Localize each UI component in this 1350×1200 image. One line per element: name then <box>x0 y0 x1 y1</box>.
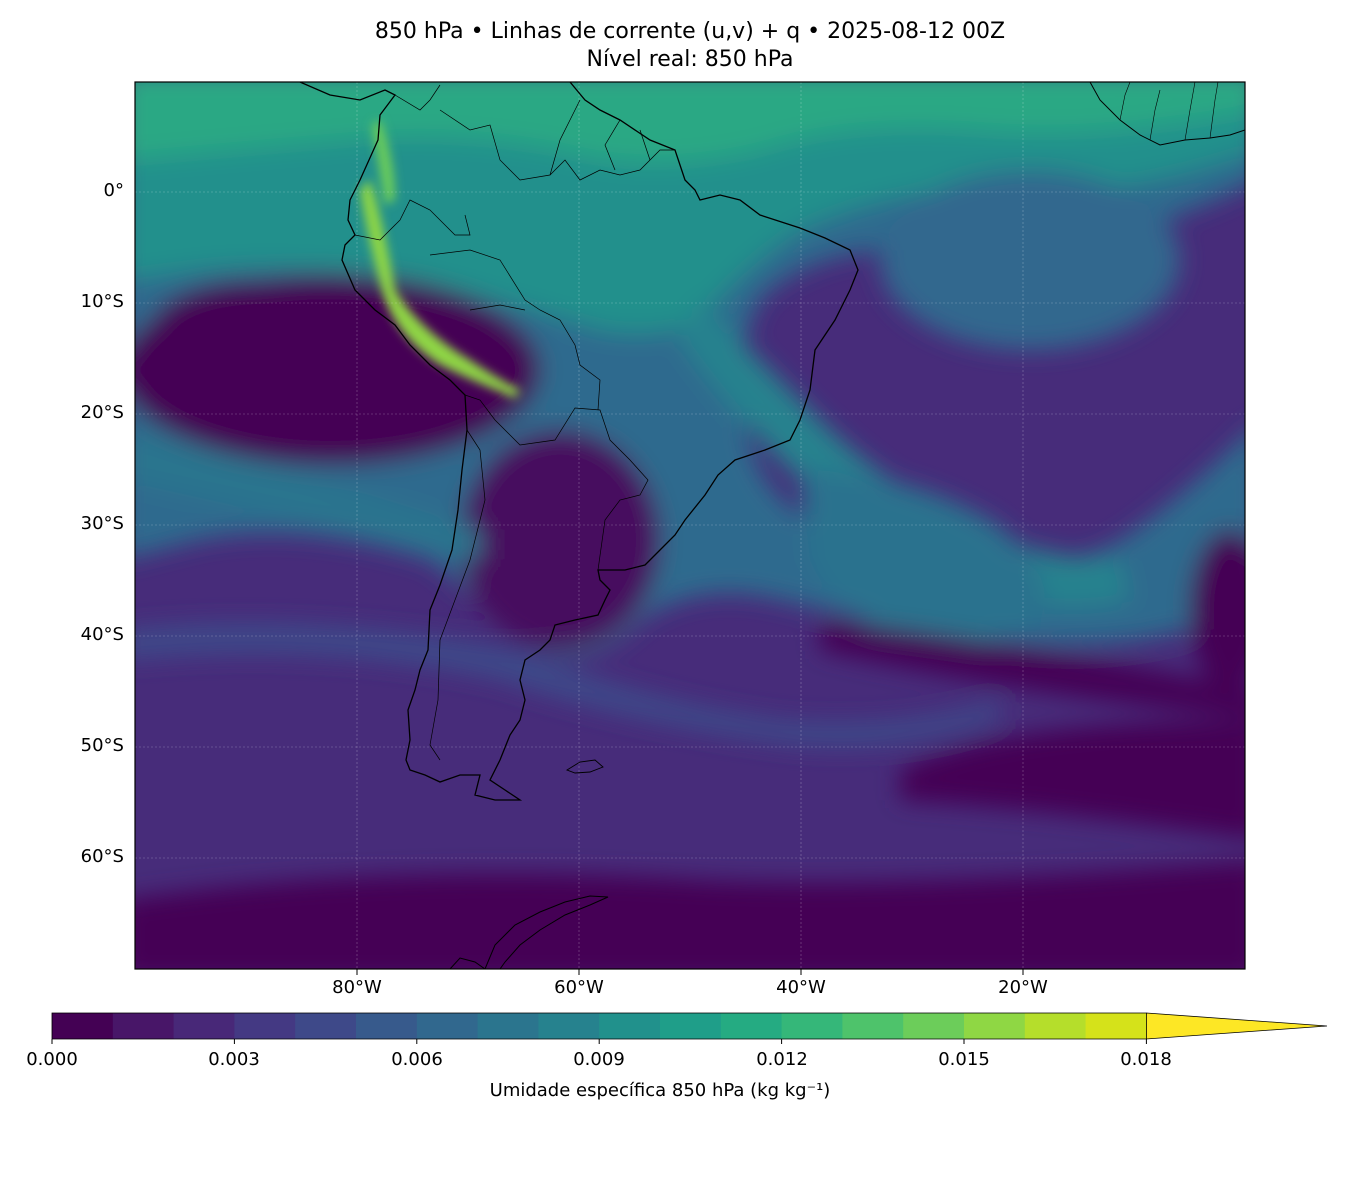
colorbar-tick-5: 0.015 <box>938 1049 990 1070</box>
chart-subtitle: Nível real: 850 hPa <box>586 47 794 72</box>
colorbar-segment <box>295 1013 357 1039</box>
colorbar-tick-1: 0.003 <box>208 1049 260 1070</box>
colorbar-tick-3: 0.009 <box>573 1049 625 1070</box>
gridlines <box>135 82 1245 969</box>
colorbar-extend-arrow <box>1146 1012 1328 1040</box>
colorbar <box>51 1012 1328 1044</box>
lat-label-30s: 30°S <box>80 513 124 534</box>
lon-label-20w: 20°W <box>998 977 1048 998</box>
lat-label-50s: 50°S <box>80 735 124 756</box>
colorbar-segment <box>477 1013 539 1039</box>
colorbar-tick-6: 0.018 <box>1120 1049 1172 1070</box>
colorbar-segment <box>173 1013 235 1039</box>
colorbar-segment <box>599 1013 661 1039</box>
colorbar-segment <box>660 1013 722 1039</box>
lon-label-40w: 40°W <box>776 977 826 998</box>
colorbar-segment <box>538 1013 600 1039</box>
colorbar-segment <box>781 1013 843 1039</box>
falkland-islands <box>565 759 604 774</box>
colorbar-segment <box>52 1013 114 1039</box>
lon-label-60w: 60°W <box>554 977 604 998</box>
colorbar-segment <box>903 1013 965 1039</box>
south-america-coastline <box>299 82 859 801</box>
antarctic-peninsula-coastline <box>449 895 609 969</box>
colorbar-segment <box>1024 1013 1087 1039</box>
colorbar-tick-2: 0.006 <box>391 1049 443 1070</box>
lat-label-10s: 10°S <box>80 291 124 312</box>
lat-label-20s: 20°S <box>80 402 124 423</box>
colorbar-segment <box>416 1013 479 1039</box>
colorbar-segment <box>112 1013 175 1039</box>
country-borders <box>354 84 675 761</box>
colorbar-tick-0: 0.000 <box>26 1049 78 1070</box>
chart-title: 850 hPa • Linhas de corrente (u,v) + q •… <box>374 19 1006 44</box>
moisture-field <box>135 82 1245 969</box>
colorbar-segment <box>234 1013 296 1039</box>
africa-coastline <box>1089 82 1245 146</box>
colorbar-segment <box>842 1013 904 1039</box>
lat-label-40s: 40°S <box>80 624 124 645</box>
colorbar-segment <box>356 1013 418 1039</box>
lat-label-60s: 60°S <box>80 846 124 867</box>
lon-label-80w: 80°W <box>332 977 382 998</box>
map-border <box>134 81 1246 970</box>
colorbar-segment <box>1085 1013 1147 1039</box>
lat-label-0: 0° <box>103 180 124 201</box>
colorbar-segment <box>964 1013 1026 1039</box>
colorbar-label: Umidade específica 850 hPa (kg kg⁻¹) <box>489 1080 831 1101</box>
colorbar-segment <box>720 1013 783 1039</box>
colorbar-tick-4: 0.012 <box>756 1049 808 1070</box>
